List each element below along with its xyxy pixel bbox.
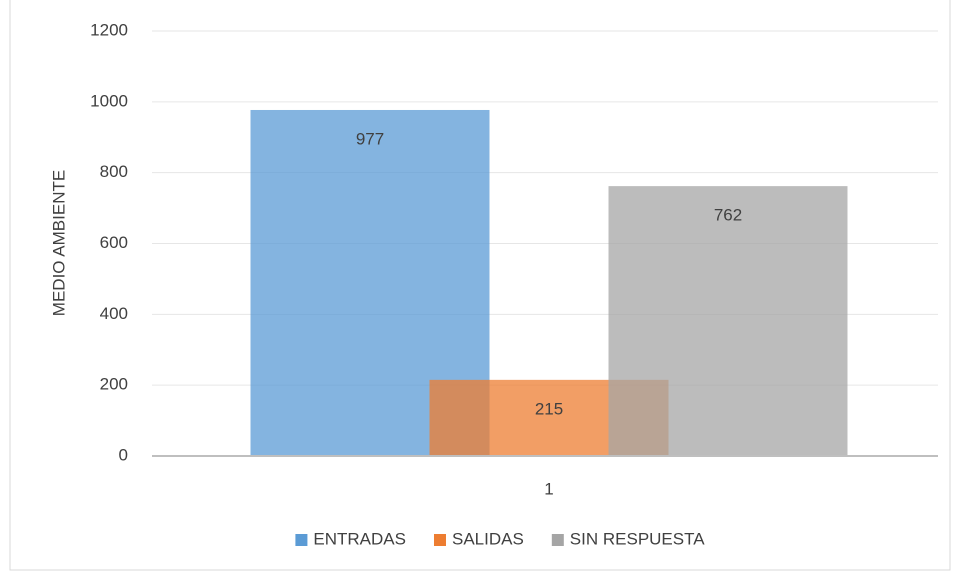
data-label: 762 xyxy=(714,206,742,225)
legend-label: SALIDAS xyxy=(452,529,524,548)
bar xyxy=(608,186,848,456)
y-tick-label: 200 xyxy=(100,375,128,394)
data-label: 215 xyxy=(535,399,563,418)
y-tick-label: 800 xyxy=(100,162,128,181)
y-tick-label: 1200 xyxy=(90,20,128,39)
legend-swatch xyxy=(551,534,564,546)
data-label: 977 xyxy=(356,129,384,148)
legend-label: ENTRADAS xyxy=(313,529,406,548)
legend-swatch xyxy=(433,534,446,546)
x-tick-label: 1 xyxy=(544,479,553,498)
legend-label: SIN RESPUESTA xyxy=(570,529,705,548)
legend-swatch xyxy=(295,534,308,546)
y-tick-label: 600 xyxy=(100,233,128,252)
y-tick-label: 400 xyxy=(100,304,128,323)
y-tick-label: 0 xyxy=(119,445,128,464)
y-axis-label: MEDIO AMBIENTE xyxy=(49,170,68,316)
y-tick-label: 1000 xyxy=(90,91,128,110)
